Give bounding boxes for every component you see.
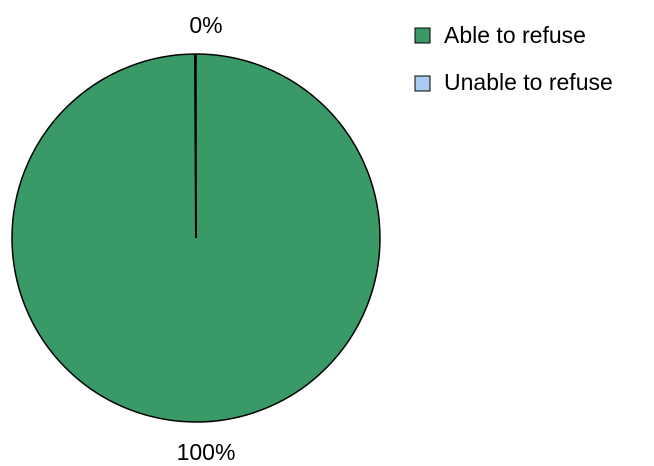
slice-boundary-line: [194, 53, 197, 239]
slice-label-unable-to-refuse: 0%: [189, 12, 222, 38]
legend: Able to refuse Unable to refuse: [414, 22, 613, 95]
legend-swatch-unable-to-refuse: [414, 75, 431, 92]
legend-label-able-to-refuse: Able to refuse: [444, 22, 586, 48]
legend-label-unable-to-refuse: Unable to refuse: [444, 69, 613, 95]
legend-swatch-able-to-refuse: [414, 27, 431, 44]
slice-label-able-to-refuse: 100%: [177, 439, 236, 465]
pie-slices: [11, 53, 381, 423]
